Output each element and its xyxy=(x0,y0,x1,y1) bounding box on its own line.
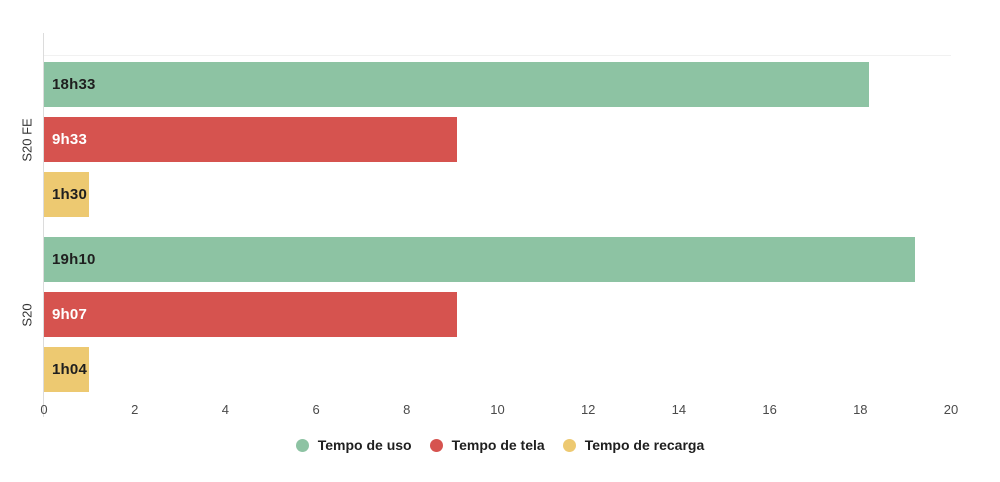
bar-value-label: 9h07 xyxy=(52,306,87,323)
x-tick-12: 12 xyxy=(580,402,596,417)
x-tick-14: 14 xyxy=(671,402,687,417)
bar-value-label: 1h04 xyxy=(52,361,87,378)
x-tick-20: 20 xyxy=(943,402,959,417)
legend-dot-icon xyxy=(562,438,576,452)
legend: Tempo de uso Tempo de tela Tempo de recarg… xyxy=(0,437,1000,453)
legend-dot-icon xyxy=(295,438,309,452)
bar-s20-tempo-de-recarga: 1h04 xyxy=(44,347,90,392)
x-tick-10: 10 xyxy=(490,402,505,417)
bar-s20-fe-tempo-de-tela: 9h33 xyxy=(44,117,457,162)
y-axis-line xyxy=(43,33,44,417)
x-tick-0: 0 xyxy=(40,402,48,417)
x-tick-6: 6 xyxy=(312,402,320,417)
plot-top-border xyxy=(44,55,951,56)
bar-value-label: 9h33 xyxy=(52,131,87,148)
bar-value-label: 1h30 xyxy=(52,186,87,203)
bar-s20-fe-tempo-de-recarga: 1h30 xyxy=(44,172,90,217)
category-label-s20: S20 xyxy=(19,302,35,327)
bar-s20-tempo-de-tela: 9h07 xyxy=(44,292,457,337)
legend-label: Tempo de tela xyxy=(451,437,545,453)
legend-item-tempo-de-uso: Tempo de uso xyxy=(295,437,412,453)
legend-item-tempo-de-tela: Tempo de tela xyxy=(429,437,545,453)
x-tick-2: 2 xyxy=(131,402,139,417)
legend-label: Tempo de uso xyxy=(317,437,412,453)
bar-s20-tempo-de-uso: 19h10 xyxy=(44,237,915,282)
legend-dot-icon xyxy=(429,438,443,452)
x-tick-16: 16 xyxy=(762,402,777,417)
legend-label: Tempo de recarga xyxy=(584,437,705,453)
x-tick-18: 18 xyxy=(853,402,868,417)
x-tick-4: 4 xyxy=(221,402,230,417)
x-tick-8: 8 xyxy=(403,402,411,417)
bar-s20-fe-tempo-de-uso: 18h33 xyxy=(44,62,870,107)
bar-value-label: 18h33 xyxy=(52,76,96,93)
category-label-s20-fe: S20 FE xyxy=(19,117,35,162)
legend-item-tempo-de-recarga: Tempo de recarga xyxy=(562,437,705,453)
bar-value-label: 19h10 xyxy=(52,251,96,268)
